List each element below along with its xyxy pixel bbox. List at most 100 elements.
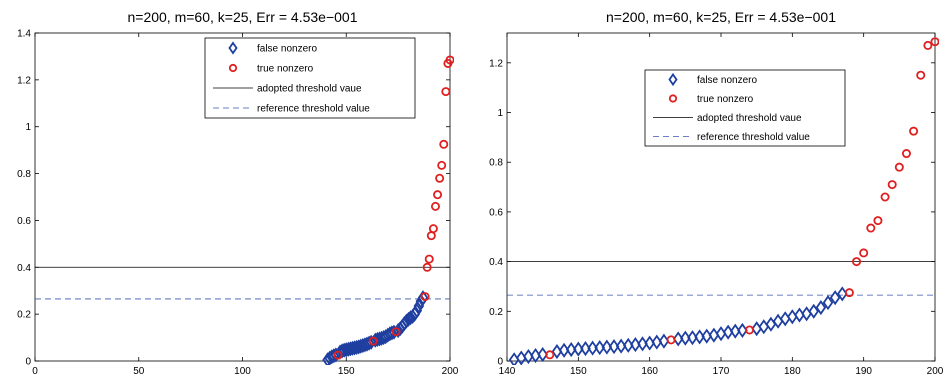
false-nonzero-point [680,330,691,346]
y-tick-label: 0.4 [489,257,503,268]
false-nonzero-point [822,295,834,311]
false-nonzero-point [779,311,791,327]
legend: false nonzero true nonzero adopted thresho… [204,37,416,119]
legend-true-nonzero-label: true nonzero [697,94,754,105]
y-tick-label: 0.6 [17,216,31,227]
x-tick-label: 150 [338,366,355,377]
legend-box [204,37,416,119]
true-nonzero-point [368,336,378,346]
legend-false-nonzero-label: false nonzero [697,75,757,86]
y-tick-label: 0 [25,357,31,368]
x-tick-label: 200 [927,366,943,377]
y-tick-label: 0.8 [489,158,503,169]
x-tick-label: 100 [234,366,251,377]
y-tick-label: 1 [497,108,503,119]
true-nonzero-point [930,37,939,47]
true-nonzero-point [435,173,445,183]
true-nonzero-point [445,55,454,65]
false-nonzero-point [587,340,598,356]
false-nonzero-point [508,352,520,365]
legend-false-nonzero-marker [228,41,238,55]
legend-adopted-label: adopted threshold vaue [697,113,802,124]
true-nonzero-point [909,126,919,136]
true-nonzero-point [923,40,933,50]
true-nonzero-point [422,262,432,272]
x-tick-label: 140 [499,366,516,377]
true-nonzero-point [424,254,434,264]
false-nonzero-point [601,339,613,355]
true-nonzero-point [437,160,447,170]
x-tick-label: 150 [570,366,587,377]
data-layer [507,37,939,365]
y-tick-label: 1.4 [17,29,31,40]
data-layer [35,55,454,365]
x-tick-label: 200 [442,366,459,377]
legend-false-nonzero-label: false nonzero [257,44,317,55]
x-tick-label: 170 [713,366,730,377]
chart-title: n=200, m=60, k=25, Err = 4.53e−001 [606,9,836,25]
subplot-2: n=200, m=60, k=25, Err = 4.53e−001 140 150… [489,9,943,377]
x-tick-label: 0 [32,366,38,377]
y-tick-label: 1.2 [489,58,503,69]
chart-title: n=200, m=60, k=25, Err = 4.53e−001 [127,9,357,25]
true-nonzero-point [426,231,436,241]
false-nonzero-point [608,339,620,355]
true-nonzero-point [894,162,904,172]
true-nonzero-point [887,180,897,190]
legend-adopted-label: adopted threshold vaue [257,84,362,95]
false-nonzero-point [565,342,577,358]
true-nonzero-point [852,257,862,267]
false-nonzero-point [409,306,421,322]
x-tick-label: 50 [133,366,145,377]
true-nonzero-point [545,350,555,360]
false-nonzero-point [815,300,827,316]
false-nonzero-point [537,346,548,363]
true-nonzero-point [844,288,854,298]
false-nonzero-point [411,303,423,319]
true-nonzero-point [439,139,449,149]
false-nonzero-point [758,319,770,335]
true-nonzero-point [420,292,430,302]
false-nonzero-point [573,341,584,357]
y-tick-label: 0.2 [17,310,31,321]
legend: false nonzero true nonzero adopted thresho… [644,69,846,147]
false-nonzero-point [808,303,820,319]
false-nonzero-point [787,309,798,325]
x-tick-label: 160 [641,366,658,377]
true-nonzero-point [859,248,869,258]
x-tick-label: 180 [784,366,801,377]
false-nonzero-point [405,310,416,326]
true-nonzero-point [745,325,755,335]
true-nonzero-point [441,87,451,97]
legend-true-nonzero-marker [668,94,678,103]
legend-false-nonzero-marker [668,72,678,87]
false-nonzero-point [829,290,841,306]
true-nonzero-point [666,335,676,345]
true-nonzero-point [391,327,401,337]
legend-reference-label: reference threshold value [697,132,810,143]
y-tick-label: 0.4 [17,263,31,274]
true-nonzero-point [880,192,890,202]
true-nonzero-point [916,70,926,80]
y-tick-label: 0.6 [489,207,503,218]
y-tick-label: 0.2 [489,307,503,318]
legend-true-nonzero-marker [228,63,238,73]
x-tick-label: 190 [855,366,872,377]
y-tick-label: 1 [25,122,31,133]
true-nonzero-point [333,350,343,360]
legend-reference-label: reference threshold value [257,104,370,115]
true-nonzero-point [901,149,911,159]
y-tick-label: 1.2 [17,75,31,86]
y-tick-label: 0.8 [17,169,31,180]
y-tick-label: 0 [497,357,503,368]
true-nonzero-point [873,216,883,226]
legend-box [644,69,846,147]
false-nonzero-point [580,341,591,357]
legend-true-nonzero-label: true nonzero [257,64,314,75]
true-nonzero-point [430,201,440,211]
true-nonzero-point [866,223,876,233]
true-nonzero-point [428,224,438,234]
false-nonzero-point [737,322,748,339]
